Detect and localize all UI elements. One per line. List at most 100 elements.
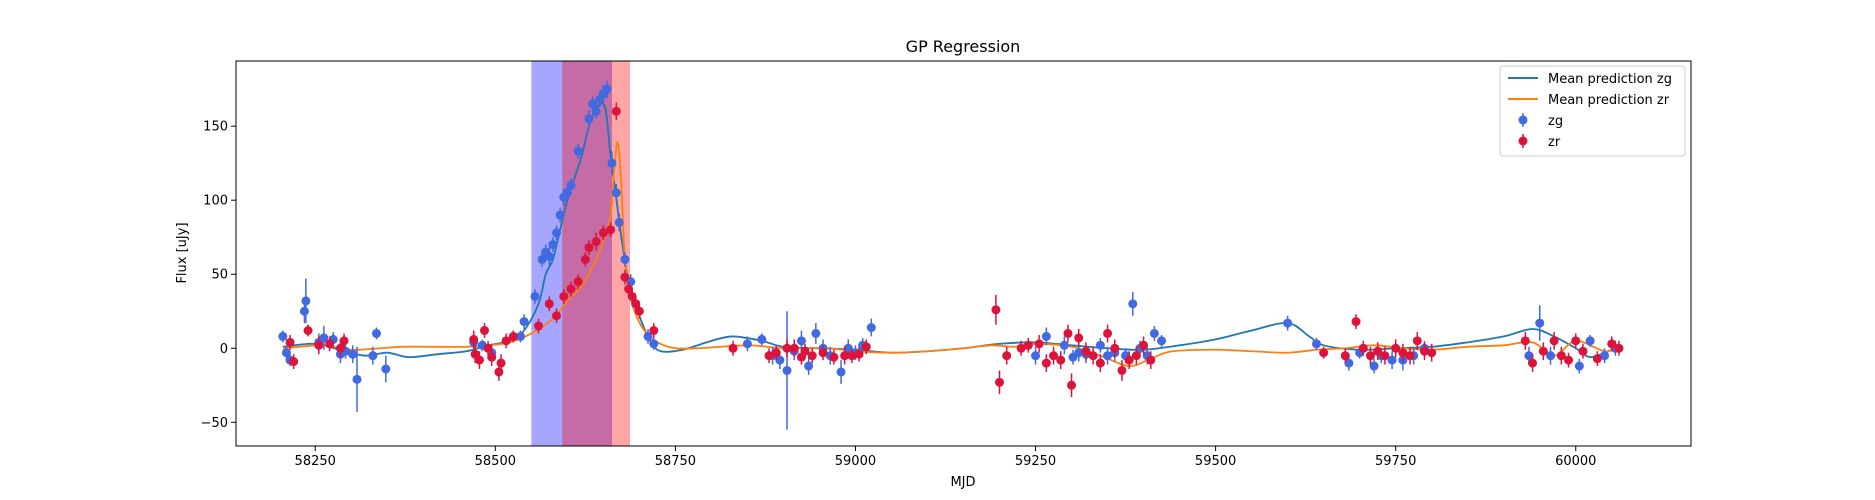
zr-point-87 (1549, 336, 1559, 346)
zr-point-41 (800, 346, 810, 356)
zg-point-52 (804, 361, 814, 371)
zg-point-75 (1157, 336, 1167, 346)
zg-point-63 (1059, 340, 1069, 350)
zr-point-53 (1023, 340, 1033, 350)
zg-point-4 (301, 296, 311, 306)
x-tick-label-58250: 58250 (295, 454, 336, 469)
zr-point-37 (771, 348, 781, 358)
zr-point-3 (314, 340, 324, 350)
legend-label-zr: zr (1548, 135, 1561, 150)
zg-point-68 (1103, 351, 1113, 361)
data-points (278, 80, 1624, 430)
zr-point-76 (1373, 346, 1383, 356)
zr-point-69 (1139, 340, 1149, 350)
zg-point-1 (281, 348, 291, 358)
zr-point-51 (1002, 351, 1012, 361)
zg-point-29 (566, 180, 576, 190)
legend-label-zg-line: Mean prediction zg (1548, 72, 1672, 87)
zr-point-21 (566, 284, 576, 294)
zr-point-30 (624, 284, 634, 294)
zr-point-56 (1049, 351, 1059, 361)
zr-point-12 (487, 352, 497, 362)
zr-point-9 (474, 355, 484, 365)
x-tick-label-59250: 59250 (1015, 454, 1056, 469)
zr-point-31 (627, 291, 637, 301)
zr-point-45 (840, 351, 850, 361)
zr-point-2 (303, 326, 313, 335)
zr-point-89 (1564, 355, 1574, 365)
zg-point-40 (620, 254, 630, 264)
x-tick-label-58500: 58500 (475, 454, 516, 469)
zg-point-53 (811, 328, 821, 338)
zr-point-35 (728, 343, 738, 353)
zr-point-46 (847, 351, 857, 361)
zr-point-28 (611, 106, 621, 116)
zg-point-48 (775, 355, 785, 365)
zr-point-1 (289, 357, 299, 367)
zr-point-83 (1427, 348, 1437, 358)
zg-point-45 (742, 339, 752, 349)
zr-point-11 (483, 343, 493, 353)
zr-point-19 (552, 311, 562, 321)
zr-point-74 (1358, 343, 1368, 353)
zr-point-18 (544, 299, 554, 309)
zg-point-24 (548, 240, 558, 250)
y-tick-label-50: 50 (211, 268, 228, 283)
zr-point-10 (480, 326, 490, 335)
zg-point-78 (1344, 358, 1354, 368)
y-tick-label-0: 0 (220, 342, 228, 357)
zg-point-25 (552, 228, 562, 238)
zg-point-3 (299, 306, 309, 316)
zg-point-37 (607, 158, 617, 168)
zg-point-82 (1387, 355, 1397, 365)
legend: Mean prediction zg Mean prediction zr zg… (1499, 65, 1686, 157)
zr-point-27 (606, 225, 616, 235)
x-tick-label-58750: 58750 (655, 454, 696, 469)
zr-point-14 (496, 358, 506, 368)
zg-point-56 (836, 367, 846, 377)
zg-point-61 (1031, 351, 1041, 361)
zg-point-26 (555, 210, 565, 220)
zr-point-25 (591, 237, 601, 247)
zr-point-90 (1571, 336, 1581, 346)
zr-point-6 (339, 336, 349, 346)
x-tick-label-59000: 59000 (835, 454, 876, 469)
zr-point-70 (1146, 355, 1156, 365)
zg-point-43 (643, 331, 653, 341)
zr-point-42 (807, 351, 817, 361)
zg-point-57 (843, 343, 853, 353)
zr-point-73 (1351, 317, 1361, 327)
legend-box (1499, 65, 1686, 157)
zg-point-76 (1283, 318, 1293, 328)
y-tick-label--50: −50 (201, 416, 228, 431)
zg-point-10 (348, 349, 358, 359)
zg-point-11 (352, 374, 362, 384)
zg-point-87 (1535, 318, 1545, 328)
zg-point-51 (796, 336, 806, 346)
zr-point-57 (1056, 355, 1066, 365)
y-axis-label: Flux [uJy] (175, 222, 190, 283)
zr-point-78 (1391, 343, 1401, 353)
zg-point-88 (1546, 351, 1556, 361)
zr-point-20 (559, 291, 569, 301)
zr-point-23 (580, 254, 590, 264)
zr-point-29 (620, 272, 630, 282)
zr-point-7 (469, 334, 479, 344)
zr-point-0 (285, 337, 295, 347)
zg-point-21 (537, 254, 547, 264)
x-axis: 58250 58500 58750 59000 59250 59500 59750 60000 (295, 446, 1596, 469)
y-tick-label-150: 150 (203, 120, 228, 135)
zr-point-24 (584, 243, 594, 253)
zr-point-33 (634, 306, 644, 316)
legend-swatch-zr-marker (1518, 136, 1528, 146)
zr-point-67 (1124, 355, 1134, 365)
x-tick-label-60000: 60000 (1555, 454, 1596, 469)
legend-swatch-zg-marker (1518, 115, 1528, 125)
zr-point-62 (1088, 351, 1098, 361)
zr-point-59 (1067, 380, 1077, 390)
zr-point-22 (573, 277, 583, 287)
shaded-region-1 (562, 61, 631, 446)
zr-point-91 (1578, 346, 1588, 356)
zr-point-38 (782, 343, 792, 353)
